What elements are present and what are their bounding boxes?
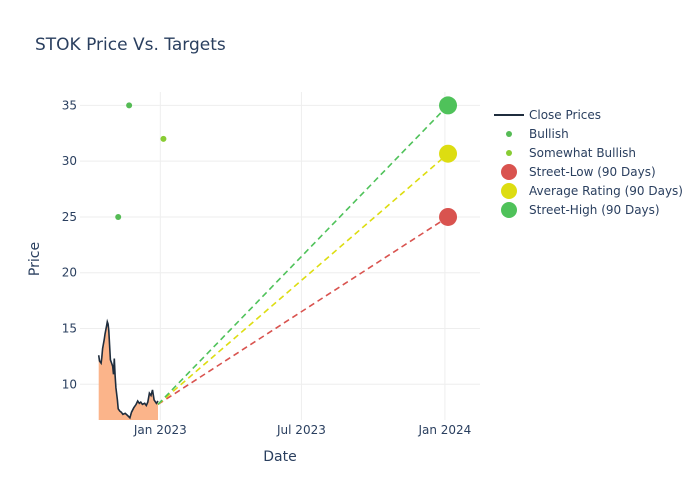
legend-label: Close Prices <box>529 108 601 122</box>
x-tick-label: Jan 2023 <box>133 423 187 437</box>
y-tick-label: 35 <box>62 98 77 112</box>
close-price-area <box>98 321 158 420</box>
grid <box>80 92 480 420</box>
close-price-line-layer <box>97 318 159 420</box>
axis-ticks: 10 15 20 25 30 35 Jan 2023 Jul 2023 Jan 2024 <box>62 98 472 437</box>
y-axis-title: Price <box>27 242 43 276</box>
target-marker <box>439 96 458 115</box>
y-tick-label: 10 <box>62 377 77 391</box>
legend-label: Street-High (90 Days) <box>529 203 660 217</box>
close-price-line <box>97 318 159 420</box>
analyst-points <box>115 102 167 220</box>
legend-swatch <box>501 164 517 180</box>
analyst-rating-point <box>115 213 122 220</box>
close-price-fill <box>98 321 158 420</box>
target-line <box>157 216 449 406</box>
target-line <box>157 153 449 405</box>
legend-label: Street-Low (90 Days) <box>529 165 656 179</box>
y-tick-label: 25 <box>62 210 77 224</box>
legend-label: Bullish <box>529 127 569 141</box>
x-tick-label: Jan 2024 <box>417 423 471 437</box>
legend-label: Average Rating (90 Days) <box>529 184 683 198</box>
y-tick-label: 15 <box>62 322 77 336</box>
x-axis-title: Date <box>263 449 296 465</box>
analyst-rating-point <box>126 102 133 109</box>
y-tick-label: 30 <box>62 154 77 168</box>
x-tick-label: Jul 2023 <box>276 423 326 437</box>
y-tick-label: 20 <box>62 266 77 280</box>
legend-swatch <box>506 150 512 156</box>
legend-label: Somewhat Bullish <box>529 146 636 160</box>
analyst-rating-point <box>160 135 167 142</box>
legend-swatch <box>506 131 512 137</box>
target-line <box>157 104 449 405</box>
legend-swatch <box>501 202 517 218</box>
legend[interactable]: Close Prices Bullish Somewhat Bullish Stree… <box>494 108 683 218</box>
target-marker <box>439 207 458 226</box>
target-lines <box>157 96 458 406</box>
chart-title: STOK Price Vs. Targets <box>35 35 226 55</box>
legend-swatch <box>501 183 517 199</box>
target-marker <box>439 144 458 163</box>
